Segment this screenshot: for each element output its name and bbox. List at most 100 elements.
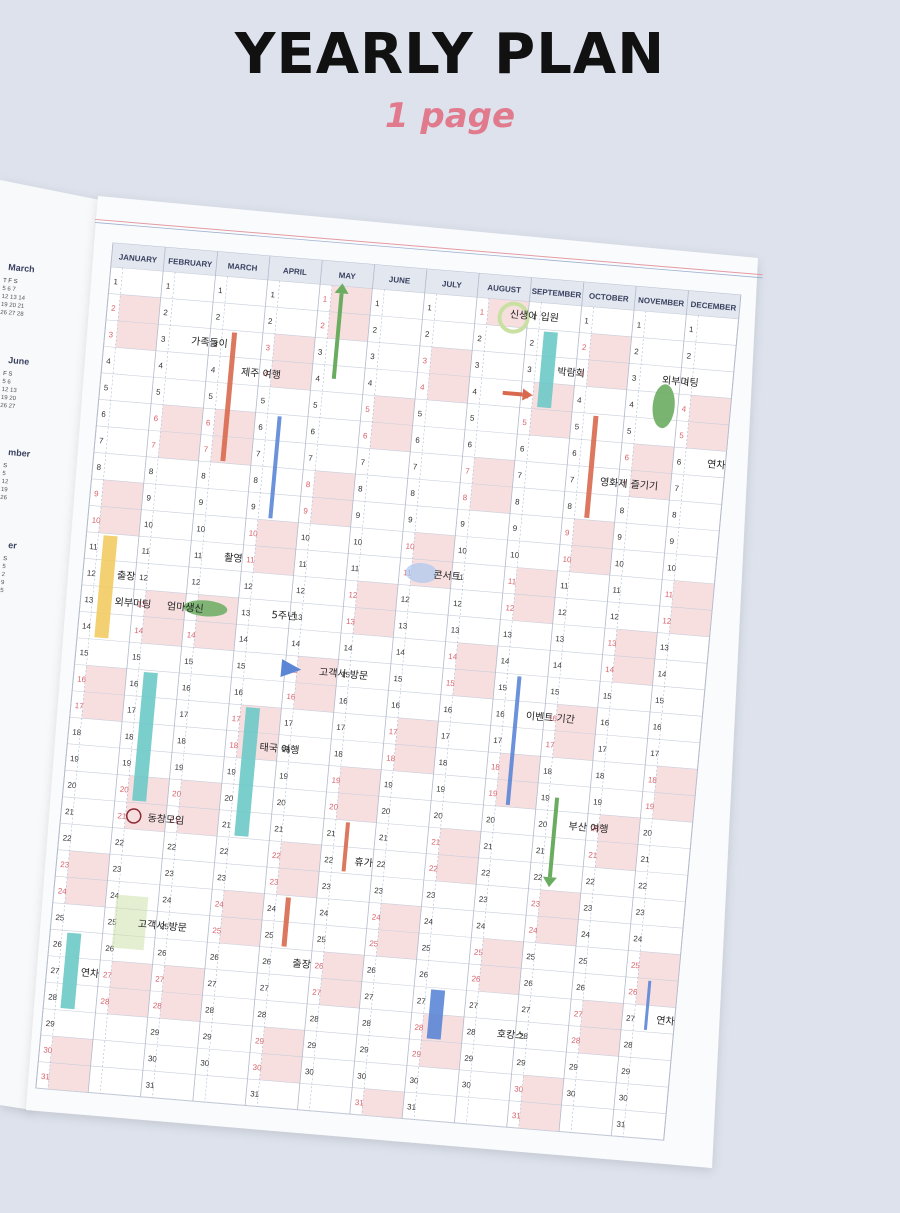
weekend-cell [652,792,696,823]
day-number: 22 [324,855,334,865]
left-line: 5 6 7 [2,286,16,293]
day-number: 17 [650,749,660,759]
blue-blob-jul [405,562,438,583]
day-number: 28 [100,997,110,1007]
day-number: 26 [210,952,220,962]
day-number: 17 [598,744,608,754]
left-line: 26 27 28 [0,310,24,318]
day-number: 31 [41,1072,51,1082]
day-number: 2 [529,338,535,347]
day-number: 31 [354,1098,364,1108]
day-number: 17 [388,727,398,737]
day-number: 1 [218,286,224,295]
day-number: 8 [305,480,311,489]
day-number: 2 [111,304,117,313]
day-number: 23 [374,886,384,896]
day-number: 5 [208,392,214,401]
weekend-cell [158,431,201,462]
weekend-cell [629,470,672,501]
day-number: 10 [196,524,206,534]
day-number: 25 [421,943,431,953]
day-number: 9 [565,528,571,537]
column-line [558,286,637,1132]
day-number: 24 [528,926,538,936]
top-rule [95,218,763,276]
day-number: 26 [628,987,638,997]
day-number: 9 [355,511,361,520]
left-page [0,180,100,1110]
day-number: 21 [65,807,75,817]
month-header-december: DECEMBER [690,300,737,313]
weekend-cell [160,404,204,435]
day-number: 28 [48,992,58,1002]
day-number: 7 [412,462,418,471]
day-number: 9 [303,506,309,515]
month-header-january: JANUARY [118,253,158,265]
annotation-newborn: 신생아 입원 [509,307,559,324]
day-number: 16 [652,722,662,732]
day-number: 4 [629,400,635,409]
day-number: 30 [462,1080,472,1090]
day-number: 23 [635,908,645,918]
day-number: 30 [305,1067,315,1077]
weekend-cell [631,443,675,474]
weekend-cell [455,642,498,673]
annotation-out-meeting-jan: 외부미팅 [114,596,152,611]
day-number: 21 [483,842,493,852]
day-number: 17 [74,701,84,711]
day-number: 26 [314,961,324,971]
weekend-cell [176,806,220,837]
annotation-busan-trip: 부산 여행 [568,820,609,835]
day-number: 28 [414,1023,424,1033]
weekend-cell [327,311,370,342]
weekend-cell [253,545,296,576]
column-divider [256,285,333,1107]
day-number: 10 [458,546,468,556]
weekend-cell [107,987,151,1018]
day-number: 14 [500,656,510,666]
left-line: 12 13 [1,387,17,394]
day-number: 11 [141,546,151,556]
annotation-client-visit-may: 고객사 방문 [319,666,369,682]
weekend-cell [595,841,638,871]
day-number: 31 [616,1120,626,1130]
day-number: 29 [569,1062,579,1072]
column-line [663,295,742,1141]
day-number: 8 [201,471,207,480]
day-number: 18 [386,754,396,764]
day-number: 8 [619,506,625,515]
day-number: 17 [284,718,294,728]
day-number: 12 [191,577,201,587]
red-bar-may [281,897,291,947]
weekend-cell [98,506,142,537]
column-divider [570,311,647,1133]
day-number: 19 [174,763,184,773]
weekend-cell [586,359,630,390]
day-number: 11 [612,585,622,595]
day-number: 26 [471,974,481,984]
day-number: 7 [308,453,314,462]
day-number: 31 [511,1111,521,1121]
day-number: 26 [262,957,272,967]
day-number: 5 [417,409,423,418]
day-number: 3 [684,378,690,387]
day-number: 9 [617,532,623,541]
weekend-cell [412,532,456,563]
day-number: 2 [163,308,169,317]
day-number: 30 [252,1063,262,1073]
day-number: 9 [512,524,518,533]
day-number: 2 [268,317,274,326]
annotation-anniversary: 5주년 [271,609,297,623]
day-number: 18 [438,758,448,768]
day-number: 19 [279,771,289,781]
day-number: 21 [588,850,598,860]
day-number: 4 [420,383,426,392]
day-number: 15 [498,683,508,693]
weekend-cell [115,320,159,351]
day-number: 20 [67,780,77,790]
day-number: 8 [672,510,678,519]
day-number: 3 [474,361,480,370]
day-number: 3 [527,365,533,374]
weekend-cell [141,616,185,647]
